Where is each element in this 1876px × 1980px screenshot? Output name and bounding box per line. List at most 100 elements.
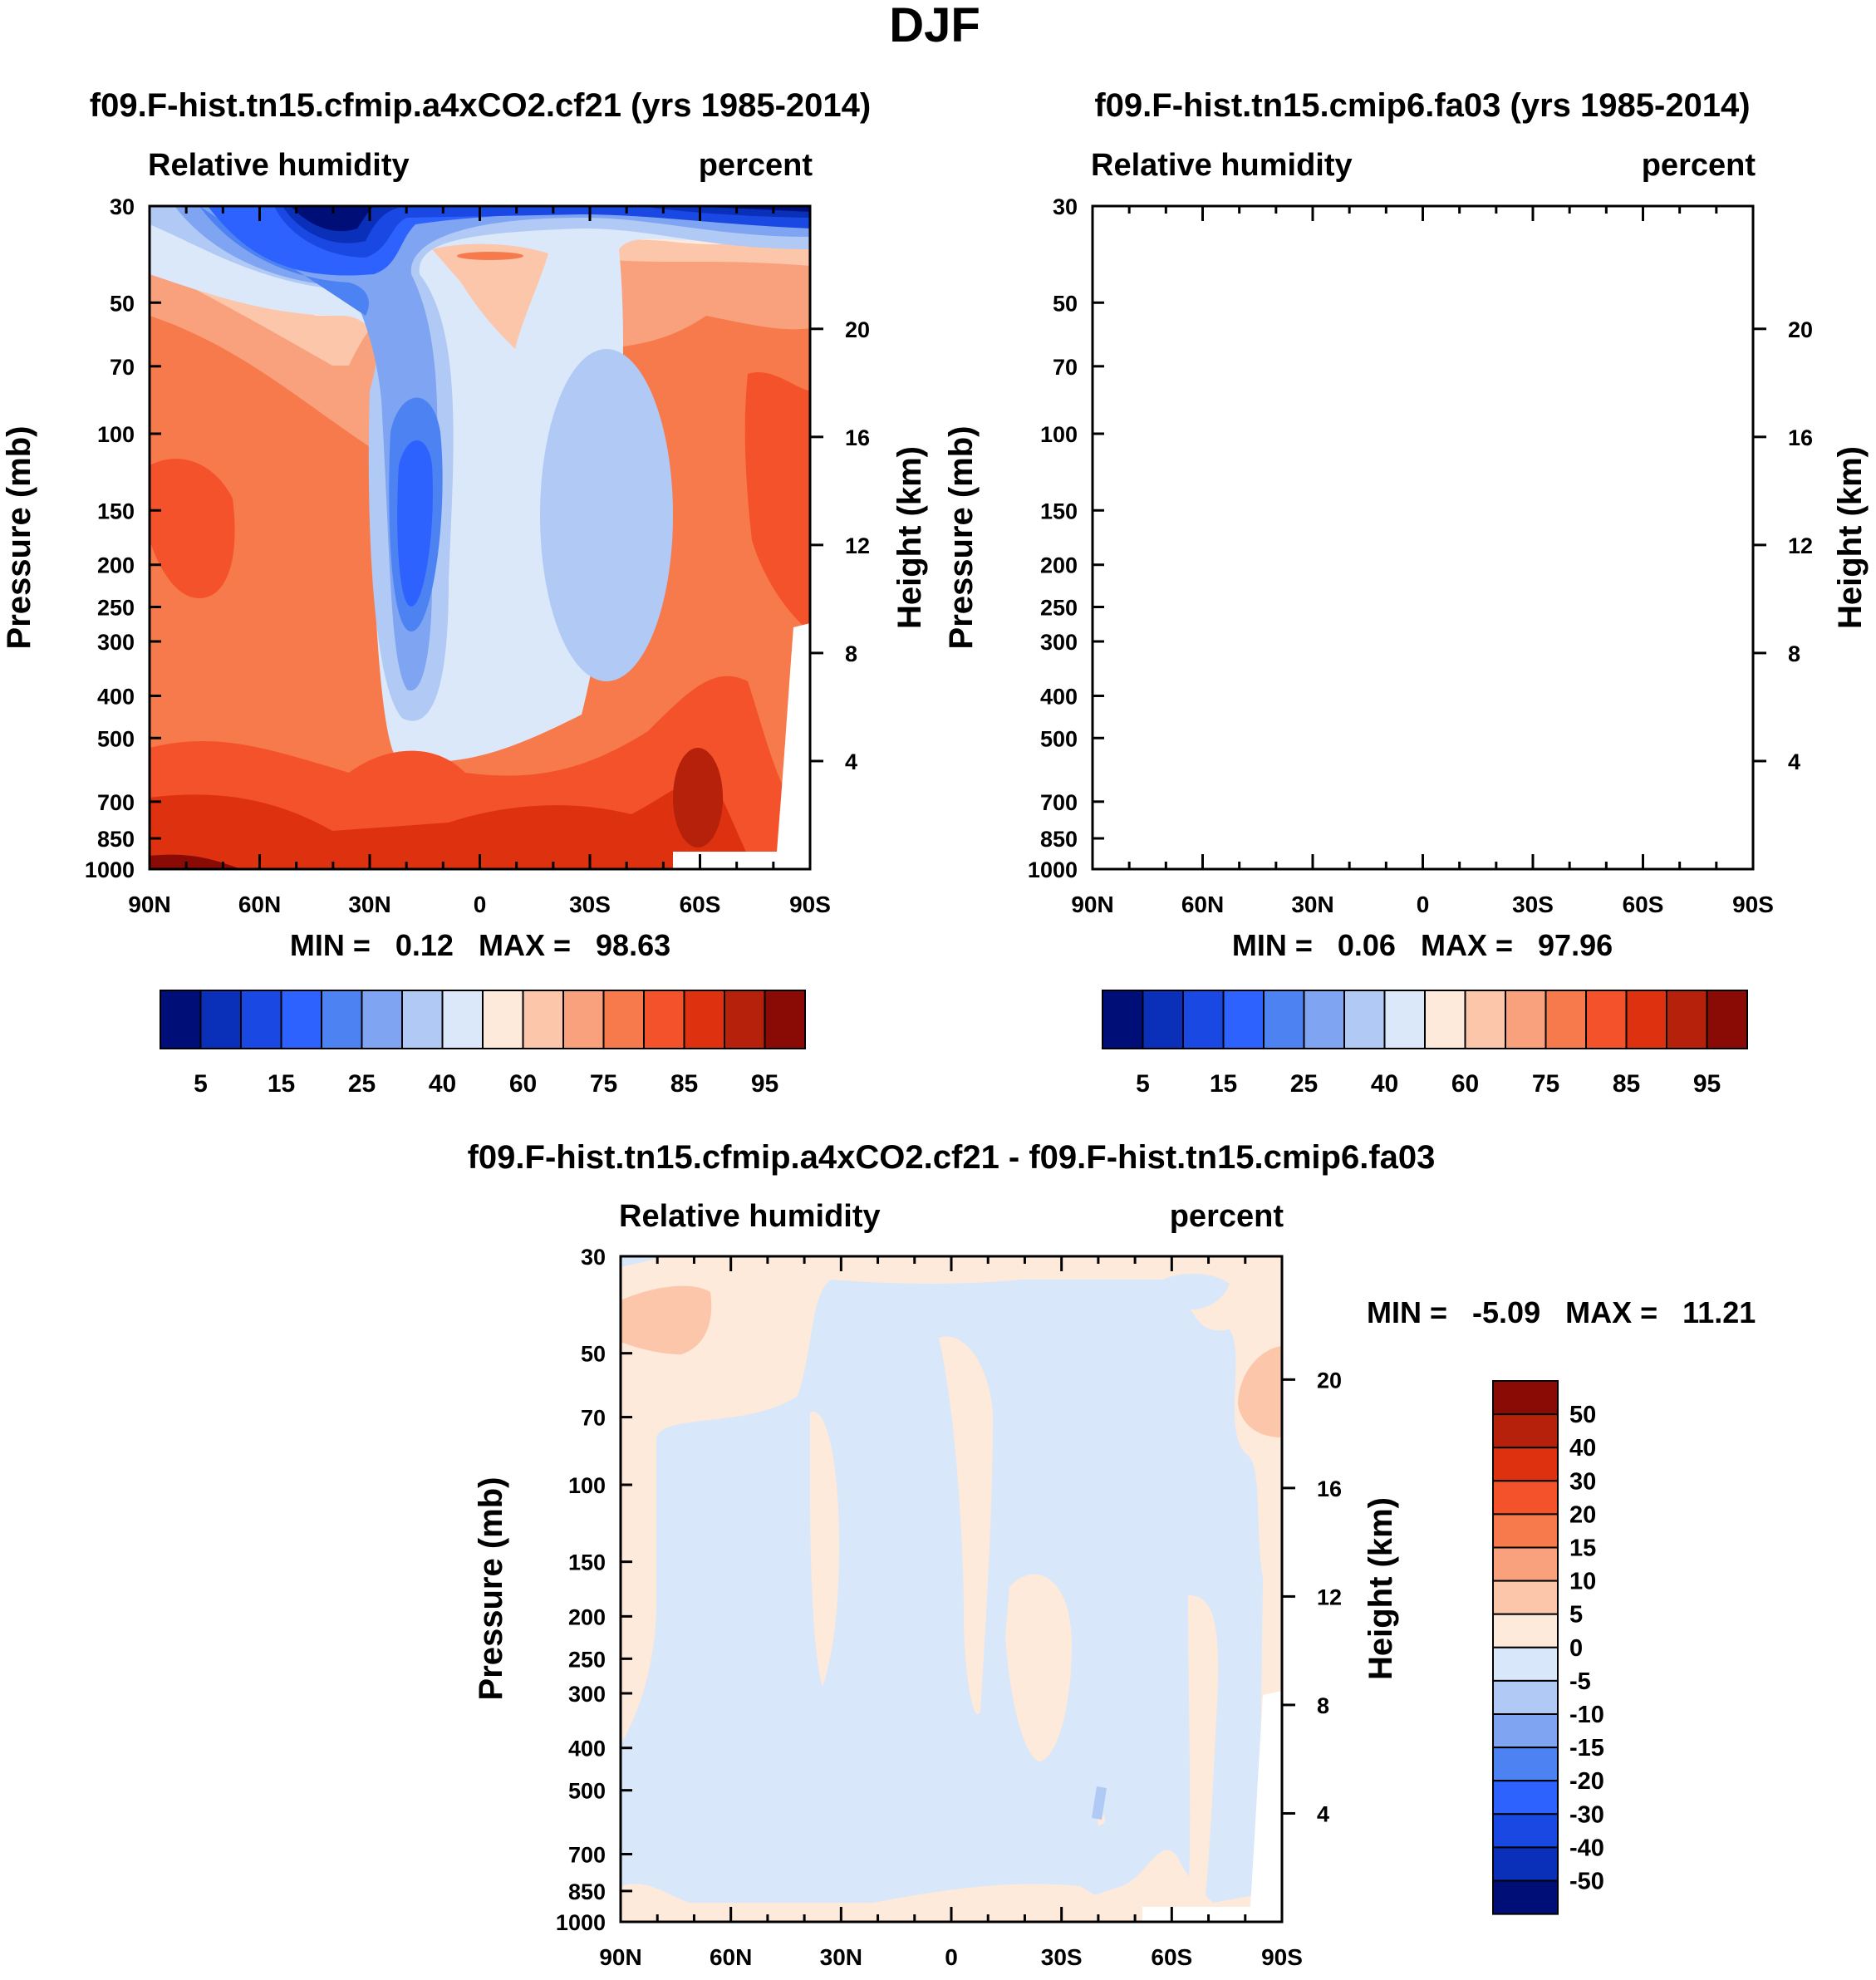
colorbar-swatch bbox=[1303, 990, 1345, 1049]
colorbar-label: 5 bbox=[1136, 1070, 1150, 1098]
latitude-tick-label: 60S bbox=[1623, 892, 1664, 917]
height-tick-label: 8 bbox=[1317, 1693, 1329, 1718]
colorbar-swatch bbox=[1492, 1546, 1559, 1582]
missing-data-mask bbox=[1616, 623, 1753, 869]
height-tick-label: 20 bbox=[845, 317, 870, 342]
colorbar-swatch bbox=[199, 990, 242, 1049]
latitude-tick-label: 60N bbox=[1181, 892, 1224, 917]
pressure-tick-label: 300 bbox=[97, 630, 135, 655]
panel-difference: f09.F-hist.tn15.cfmip.a4xCO2.cf21 - f09.… bbox=[468, 1139, 1756, 1970]
height-tick-label: 8 bbox=[1788, 641, 1800, 666]
contour-fill bbox=[673, 748, 723, 848]
contour-fill bbox=[457, 252, 523, 260]
units-label: percent bbox=[1642, 148, 1756, 183]
contour-fill bbox=[1093, 206, 1753, 366]
pressure-tick-label: 300 bbox=[568, 1682, 606, 1707]
contour-fill bbox=[1093, 206, 1753, 869]
colorbar-swatch bbox=[1706, 990, 1748, 1049]
pressure-tick-label: 400 bbox=[1040, 684, 1078, 709]
height-ticks: 20 16 12 8 4 bbox=[810, 317, 870, 774]
pressure-tick-label: 500 bbox=[97, 726, 135, 751]
colorbar-swatch bbox=[1625, 990, 1667, 1049]
height-tick-label: 12 bbox=[845, 533, 870, 558]
pressure-axis-label: Pressure (mb) bbox=[473, 1477, 509, 1701]
contour-fill bbox=[174, 206, 810, 691]
latitude-tick-label: 90N bbox=[599, 1944, 641, 1970]
contour-fill bbox=[1688, 372, 1753, 631]
contour-fill bbox=[397, 440, 433, 607]
units-label: percent bbox=[1170, 1199, 1284, 1234]
colorbar-label: 0 bbox=[1569, 1635, 1583, 1662]
contour-fill bbox=[1093, 206, 1753, 465]
contour-field bbox=[1093, 206, 1753, 869]
latitude-tick-label: 0 bbox=[1417, 892, 1430, 917]
contour-fill bbox=[939, 1336, 993, 1715]
colorbar-swatch bbox=[1492, 1747, 1559, 1782]
colorbar-label: -20 bbox=[1569, 1768, 1604, 1795]
height-tick-label: 16 bbox=[845, 425, 870, 450]
colorbar-swatch bbox=[1492, 1713, 1559, 1749]
units-label: percent bbox=[699, 148, 813, 183]
colorbar-label: 5 bbox=[194, 1070, 208, 1098]
pressure-tick-label: 200 bbox=[97, 553, 135, 578]
latitude-tick-label: 90N bbox=[1071, 892, 1113, 917]
height-axis-label: Height (km) bbox=[1363, 1497, 1399, 1680]
colorbar-label: 10 bbox=[1569, 1569, 1596, 1595]
pressure-tick-label: 30 bbox=[1053, 194, 1078, 219]
latitude-tick-label: 0 bbox=[945, 1944, 958, 1970]
pressure-tick-label: 100 bbox=[97, 422, 135, 447]
colorbar-swatch bbox=[441, 990, 484, 1049]
panel-control: f09.F-hist.tn15.cmip6.fa03 (yrs 1985-201… bbox=[943, 87, 1869, 1098]
colorbar-label: 60 bbox=[1451, 1070, 1479, 1098]
panel-title: f09.F-hist.tn15.cmip6.fa03 (yrs 1985-201… bbox=[1094, 87, 1750, 124]
contour-fill bbox=[810, 1412, 839, 1687]
contour-fill bbox=[1005, 1574, 1072, 1761]
colorbar-swatch bbox=[1492, 1380, 1559, 1416]
colorbar-swatch bbox=[321, 990, 363, 1049]
max-label: MAX = bbox=[479, 928, 571, 962]
height-tick-label: 16 bbox=[1788, 425, 1813, 450]
colorbar-swatch bbox=[1424, 990, 1466, 1049]
contour-fill bbox=[1093, 206, 1753, 762]
contour-fill bbox=[1151, 206, 1753, 276]
colorbar-label: 60 bbox=[509, 1070, 537, 1098]
pressure-tick-label: 70 bbox=[581, 1406, 606, 1431]
pressure-tick-label: 30 bbox=[581, 1245, 606, 1270]
colorbar-swatch bbox=[1492, 1879, 1559, 1915]
latitude-tick-label: 60N bbox=[238, 892, 281, 917]
variable-label: Relative humidity bbox=[1091, 148, 1353, 183]
min-value: 0.12 bbox=[395, 928, 454, 962]
colorbar-label: 30 bbox=[1569, 1468, 1596, 1495]
pressure-tick-label: 250 bbox=[1040, 596, 1078, 621]
contour-fill bbox=[1117, 206, 1753, 690]
max-value: 97.96 bbox=[1538, 928, 1613, 962]
pressure-tick-label: 1000 bbox=[556, 1910, 606, 1935]
contour-fill bbox=[199, 206, 369, 316]
colorbar: 5 15 25 40 60 75 85 95 bbox=[1102, 990, 1748, 1098]
colorbar-swatch bbox=[602, 990, 645, 1049]
pressure-tick-label: 250 bbox=[568, 1647, 606, 1672]
latitude-ticks: 90N 60N 30N 0 30S 60S 90S bbox=[599, 1256, 1303, 1970]
height-ticks: 20 16 12 8 4 bbox=[1282, 1368, 1342, 1826]
colorbar-swatch bbox=[1505, 990, 1547, 1049]
contour-field bbox=[150, 206, 810, 869]
colorbar: 5 15 25 40 60 75 85 95 bbox=[160, 990, 806, 1098]
height-tick-label: 4 bbox=[845, 749, 857, 774]
colorbar-label: -10 bbox=[1569, 1702, 1604, 1728]
colorbar-swatch bbox=[1492, 1513, 1559, 1549]
pressure-tick-label: 30 bbox=[110, 194, 135, 219]
latitude-tick-label: 30N bbox=[820, 1944, 862, 1970]
height-axis-label: Height (km) bbox=[1832, 446, 1869, 629]
latitude-tick-label: 90S bbox=[1732, 892, 1774, 917]
latitude-tick-label: 90N bbox=[128, 892, 170, 917]
height-ticks: 20 16 12 8 4 bbox=[1753, 317, 1813, 774]
latitude-tick-label: 30S bbox=[1041, 1944, 1083, 1970]
contour-fill bbox=[1225, 206, 1753, 243]
pressure-tick-label: 300 bbox=[1040, 630, 1078, 655]
latitude-tick-label: 90S bbox=[789, 892, 831, 917]
colorbar-label: -50 bbox=[1569, 1869, 1604, 1895]
colorbar-label: 75 bbox=[590, 1070, 617, 1098]
latitude-tick-label: 60N bbox=[710, 1944, 752, 1970]
pressure-tick-label: 850 bbox=[1040, 827, 1078, 852]
